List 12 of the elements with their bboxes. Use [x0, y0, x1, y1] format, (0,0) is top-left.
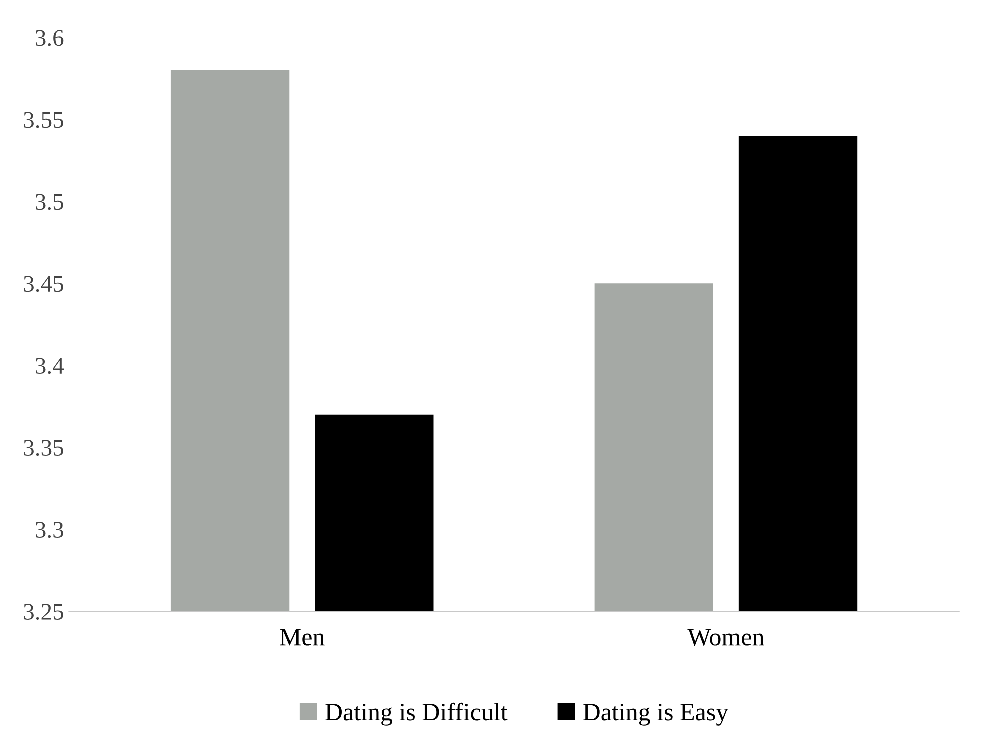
- x-tick-label: Men: [280, 629, 325, 646]
- y-tick-label: 3.4: [36, 358, 64, 374]
- legend-label: Dating is Difficult: [326, 702, 508, 726]
- x-tick-label: Women: [688, 629, 764, 646]
- y-tick-label: 3.35: [24, 440, 64, 456]
- y-tick-label: 3.5: [36, 194, 64, 210]
- y-tick-label: 3.3: [36, 522, 64, 538]
- y-tick-label: 3.45: [24, 276, 64, 292]
- y-tick-label: 3.6: [36, 30, 64, 46]
- y-tick-label: 3.25: [24, 604, 64, 620]
- y-tick-label: 3.55: [24, 112, 64, 128]
- legend-label: Dating is Easy: [584, 704, 729, 726]
